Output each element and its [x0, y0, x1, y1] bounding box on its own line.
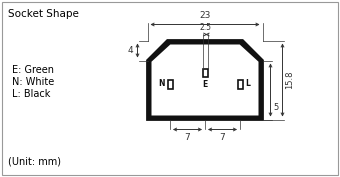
- Text: N: White: N: White: [12, 77, 54, 87]
- Text: 23: 23: [199, 12, 211, 21]
- Text: 5: 5: [273, 103, 279, 112]
- Polygon shape: [148, 41, 262, 119]
- Text: (Unit: mm): (Unit: mm): [8, 156, 61, 166]
- Bar: [168, 79, 172, 88]
- Text: 7: 7: [220, 133, 225, 142]
- Text: E: E: [202, 80, 208, 89]
- Bar: [238, 79, 242, 88]
- Text: L: L: [245, 79, 250, 88]
- Polygon shape: [152, 44, 258, 116]
- Text: Socket Shape: Socket Shape: [8, 9, 79, 19]
- Text: N: N: [158, 79, 165, 88]
- Bar: [203, 69, 207, 77]
- Text: 2.5: 2.5: [199, 22, 211, 32]
- Text: 7: 7: [185, 133, 190, 142]
- Text: L: Black: L: Black: [12, 89, 50, 99]
- Text: E: Green: E: Green: [12, 65, 54, 75]
- Text: 15.8: 15.8: [286, 71, 294, 89]
- Text: 4: 4: [128, 46, 134, 55]
